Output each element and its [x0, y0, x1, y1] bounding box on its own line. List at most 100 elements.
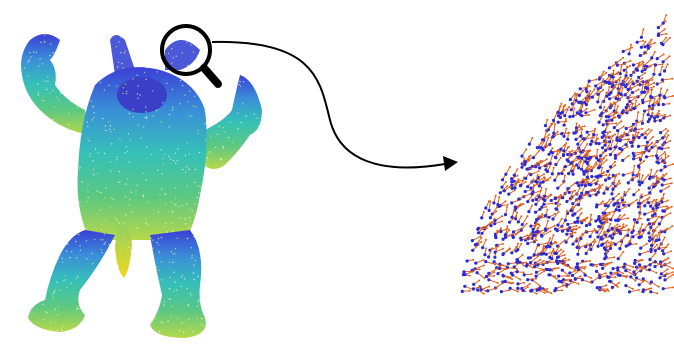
point — [597, 191, 600, 194]
speckle-dot — [175, 152, 176, 153]
normal-tip — [541, 160, 543, 162]
normal-tip — [506, 185, 508, 187]
normal-tip — [511, 233, 513, 235]
point — [599, 106, 602, 109]
point — [641, 101, 644, 104]
normal-tip — [641, 81, 643, 83]
normal-tip — [652, 136, 654, 138]
point — [512, 236, 515, 239]
speckle-dot — [142, 173, 143, 174]
normal-tip — [609, 131, 611, 133]
normal-tip — [528, 172, 530, 174]
normal-tip — [524, 290, 526, 292]
normal-tip — [593, 179, 595, 181]
normal-tip — [621, 151, 623, 153]
point — [657, 161, 660, 164]
speckle-dot — [165, 193, 166, 194]
normal-tip — [630, 78, 632, 80]
point — [633, 218, 636, 221]
speckle-dot — [144, 72, 145, 73]
normal-tip — [641, 128, 643, 130]
point — [611, 84, 614, 87]
point — [562, 154, 565, 157]
point — [580, 114, 583, 117]
point — [608, 82, 611, 85]
normal-tip — [617, 71, 619, 73]
point — [510, 251, 513, 254]
normal-tip — [588, 164, 590, 166]
speckle-dot — [38, 65, 39, 66]
speckle-dot — [182, 205, 183, 206]
point — [654, 63, 657, 66]
speckle-dot — [174, 203, 175, 204]
normal-tip — [665, 37, 667, 39]
normal-tip — [619, 99, 621, 101]
point — [583, 101, 586, 104]
normal-tip — [658, 232, 660, 234]
speckle-dot — [125, 84, 126, 85]
normal-tip — [624, 191, 626, 193]
point — [503, 189, 506, 192]
normal-tip — [653, 237, 655, 239]
point — [628, 52, 631, 55]
normal-tip — [530, 238, 532, 240]
normal-tip — [609, 136, 611, 138]
point — [657, 103, 660, 106]
normal-tip — [659, 97, 661, 99]
normal-tip — [618, 180, 620, 182]
speckle-dot — [125, 214, 126, 215]
speckle-dot — [156, 71, 157, 72]
normal-tip — [478, 280, 480, 282]
point — [658, 276, 661, 279]
point — [638, 253, 641, 256]
point — [635, 276, 638, 279]
normal-tip — [536, 183, 538, 185]
normal-tip — [540, 142, 542, 144]
normal-tip — [656, 170, 658, 172]
speckle-dot — [176, 289, 177, 290]
speckle-dot — [171, 48, 172, 49]
normal-tip — [642, 40, 644, 42]
point — [639, 247, 642, 250]
speckle-dot — [187, 142, 188, 143]
speckle-dot — [137, 98, 138, 99]
point — [529, 256, 532, 259]
normal-tip — [560, 103, 562, 105]
speckle-dot — [150, 238, 151, 239]
speckle-dot — [156, 266, 157, 267]
normal-tip — [536, 239, 538, 241]
speckle-dot — [159, 331, 160, 332]
normal-tip — [667, 63, 669, 65]
speckle-dot — [129, 258, 130, 259]
speckle-dot — [186, 166, 187, 167]
normal-tip — [663, 216, 665, 218]
normal-tip — [651, 142, 653, 144]
normal-tip — [610, 102, 612, 104]
point — [518, 261, 521, 264]
point — [480, 232, 483, 235]
normal-tip — [644, 72, 646, 74]
point — [648, 258, 651, 261]
normal-tip — [565, 118, 567, 120]
normal-tip — [478, 286, 480, 288]
normal-tip — [594, 228, 596, 230]
speckle-dot — [131, 211, 132, 212]
speckle-dot — [79, 201, 80, 202]
point — [588, 80, 591, 83]
normal-tip — [624, 63, 626, 65]
normal-tip — [661, 197, 663, 199]
speckle-dot — [137, 231, 138, 232]
normal-tip — [550, 194, 552, 196]
normal-tip — [525, 262, 527, 264]
normal-tip — [632, 288, 634, 290]
speckle-dot — [258, 126, 259, 127]
speckle-dot — [113, 199, 114, 200]
normal-tip — [607, 132, 609, 134]
point — [603, 80, 606, 83]
speckle-dot — [56, 281, 57, 282]
speckle-dot — [108, 85, 109, 86]
normal-tip — [520, 243, 522, 245]
speckle-dot — [86, 201, 87, 202]
point — [554, 156, 557, 159]
speckle-dot — [92, 106, 93, 107]
